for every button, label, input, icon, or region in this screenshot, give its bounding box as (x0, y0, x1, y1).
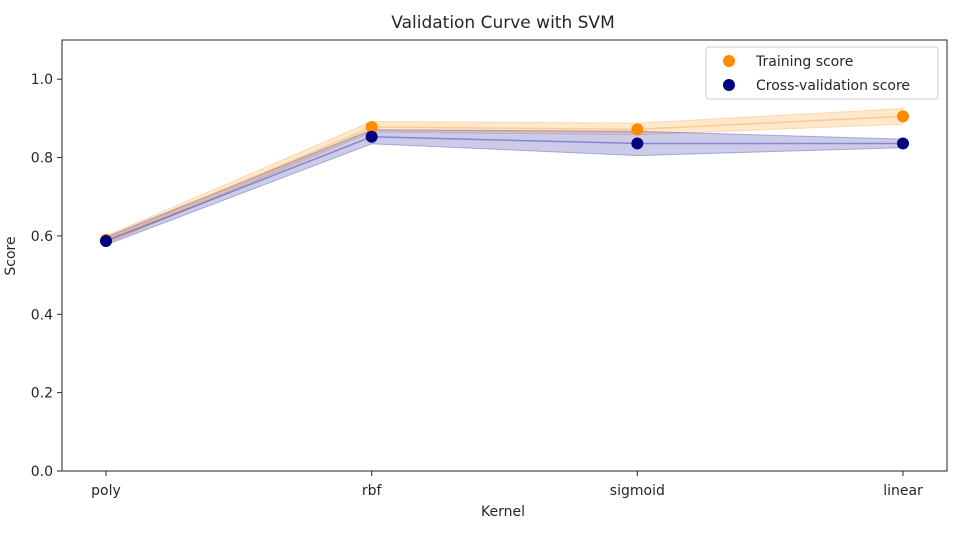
y-tick-label: 0.8 (31, 151, 53, 167)
x-tick-label-sigmoid: sigmoid (610, 483, 665, 499)
chart-title: Validation Curve with SVM (391, 13, 614, 33)
x-axis: poly rbf sigmoid linear (91, 471, 923, 499)
point-training-score-rbf (365, 120, 378, 133)
band-training-score (105, 108, 904, 245)
legend-label-training: Training score (755, 54, 853, 70)
legend-marker-training (723, 55, 735, 67)
y-tick-label: 0.4 (31, 307, 53, 323)
confidence-bands (105, 108, 904, 246)
line-training-score (105, 115, 904, 241)
legend-label-cross-validation: Cross-validation score (756, 78, 910, 94)
y-tick-label: 0.6 (31, 229, 53, 245)
series-lines (105, 115, 904, 242)
x-tick-label-rbf: rbf (362, 483, 383, 499)
point-cross-validation-score-sigmoid (631, 137, 644, 150)
point-training-score-linear (897, 110, 909, 123)
y-tick-label: 0.0 (31, 464, 53, 480)
data-points (100, 110, 909, 248)
point-cross-validation-score-rbf (365, 130, 378, 143)
x-tick-label-linear: linear (883, 483, 923, 499)
legend-box (705, 46, 939, 100)
x-tick-label-poly: poly (91, 483, 121, 499)
point-cross-validation-score-linear (897, 137, 909, 150)
legend-marker-cross-validation (723, 79, 735, 91)
y-tick-label: 1.0 (31, 72, 53, 88)
plot-frame (61, 39, 948, 472)
point-cross-validation-score-poly (100, 235, 112, 248)
y-tick-label: 0.2 (31, 386, 53, 402)
line-cross-validation-score (105, 136, 903, 242)
legend: Training score Cross-validation score (705, 46, 939, 100)
x-axis-label: Kernel (481, 504, 525, 520)
point-training-score-sigmoid (631, 123, 644, 136)
y-axis-label: Score (3, 236, 19, 275)
y-axis: 0.0 0.2 0.4 0.6 0.8 1.0 (31, 72, 62, 480)
